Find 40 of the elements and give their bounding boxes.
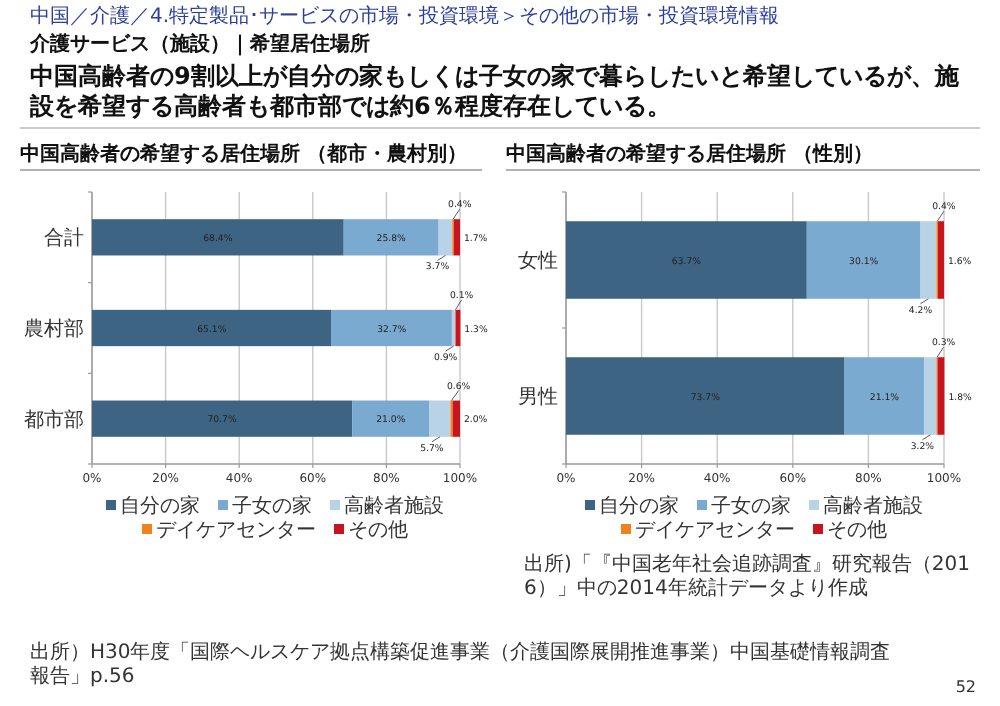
legend-label: 高齢者施設 — [344, 494, 444, 518]
bar — [452, 400, 460, 437]
y-tick-label: 都市部 — [24, 407, 84, 432]
chart-title: 中国高齢者の希望する居住場所 （性別） — [506, 142, 873, 166]
bar — [937, 221, 944, 299]
bar — [343, 219, 439, 256]
legend-label: その他 — [348, 518, 408, 542]
bar — [844, 357, 925, 435]
legend-label: デイケアセンター — [156, 520, 316, 542]
bar — [566, 357, 845, 435]
bar — [429, 400, 451, 437]
bar — [453, 219, 460, 256]
legend-label: 自分の家 — [120, 494, 200, 518]
text: 出所）H30年度「国際ヘルスケア拠点構築促進事業（介護国際展開推進事業）中国基礎情報調査報告」p.56 — [30, 640, 891, 688]
chart-title: 中国高齢者の希望する居住場所 （都市・農村別） — [20, 142, 467, 166]
bar — [806, 221, 921, 299]
legend-label: 自分の家 — [599, 494, 679, 518]
legend-label: デイケアセンター — [635, 520, 795, 542]
legend-label: 高齢者施設 — [823, 494, 923, 518]
legend-label: その他 — [827, 518, 887, 542]
bar — [924, 357, 937, 435]
text: 中国高齢者の9割以上が自分の家もしくは子女の家で暮らしたいと希望しているが、施設を希望する高齢者も都市部では約6％程度存在している。 — [28, 62, 961, 120]
bar — [566, 221, 807, 299]
legend-label: 子女の家 — [232, 494, 312, 518]
bar — [438, 219, 453, 256]
text: 出所)「『中国老年社会追跡調査』研究報告（2016）」中の2014年統計データより作成 — [524, 552, 970, 600]
legend-label: 子女の家 — [711, 494, 791, 518]
y-tick-label: 男性 — [518, 385, 558, 409]
y-tick-label: 女性 — [518, 249, 558, 273]
y-tick-label: 合計 — [44, 226, 84, 251]
text: 介護サービス（施設）｜希望居住場所 — [28, 32, 370, 56]
bar — [352, 400, 430, 437]
text: 52 — [955, 678, 976, 696]
text: 中国／介護／4.特定製品･サービスの市場・投資環境＞その他の市場・投資環境情報 — [30, 4, 780, 28]
bar — [331, 309, 452, 347]
bar — [92, 309, 332, 347]
y-tick-label: 農村部 — [24, 317, 84, 341]
bar — [92, 400, 353, 437]
bar — [92, 219, 344, 256]
bar — [920, 221, 937, 299]
